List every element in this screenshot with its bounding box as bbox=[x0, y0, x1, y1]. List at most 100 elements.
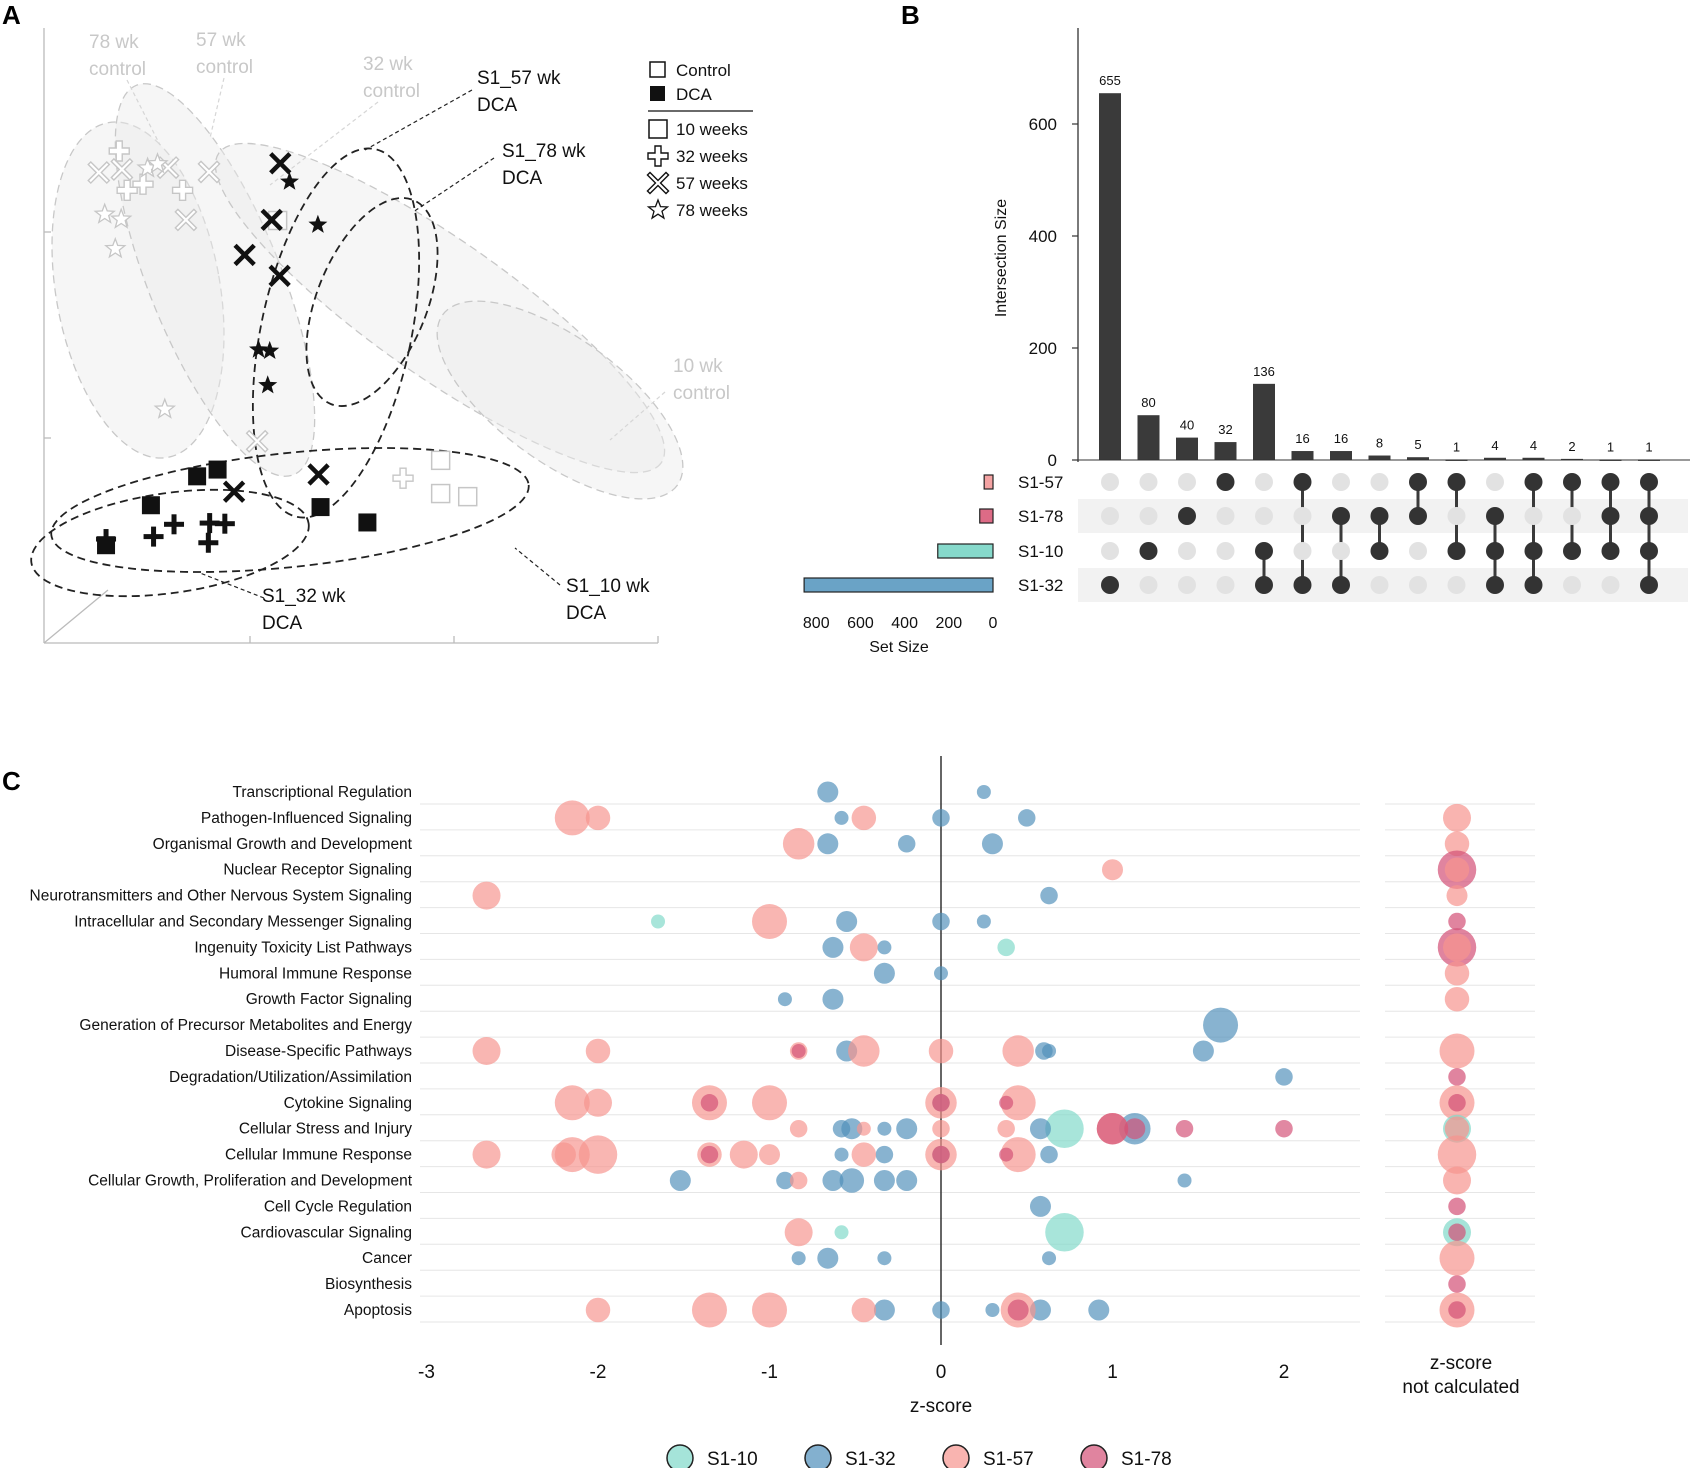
label-s1-10wk-dca-sub: DCA bbox=[566, 603, 606, 624]
pca-point-36 bbox=[199, 513, 220, 534]
bubble-S1-57 bbox=[856, 1121, 871, 1136]
intersection-bar bbox=[1522, 457, 1545, 460]
legend-78-weeks: 78 weeks bbox=[676, 201, 748, 220]
ellipse-s1-57wk-dca bbox=[251, 147, 421, 519]
pca-point-14 bbox=[93, 202, 116, 224]
matrix-dot-filled bbox=[1332, 576, 1350, 594]
label-s1-78wk-dca: S1_78 wk bbox=[502, 141, 586, 162]
pca-point-41 bbox=[188, 467, 207, 486]
category-label: Biosynthesis bbox=[325, 1276, 412, 1293]
matrix-dot-empty bbox=[1139, 473, 1158, 491]
matrix-dot-empty bbox=[1293, 507, 1312, 525]
set-size-bar-S1-32 bbox=[803, 577, 994, 593]
panel-letter-c: C bbox=[2, 766, 21, 796]
intersection-bar-label: 4 bbox=[1530, 438, 1537, 453]
bubble-S1-32 bbox=[777, 992, 792, 1007]
pca-point-10 bbox=[171, 179, 194, 202]
pca-point-29 bbox=[308, 214, 328, 233]
matrix-dot-filled bbox=[1139, 542, 1158, 560]
intersection-bar bbox=[1214, 442, 1237, 460]
bubble-S1-32 bbox=[981, 833, 1003, 855]
bubble-legend: S1-10 S1-32 S1-57 S1-78 bbox=[666, 1444, 1172, 1468]
bubble-S1-32 bbox=[1029, 1299, 1051, 1321]
pca-point-1 bbox=[87, 160, 111, 185]
category-label: Transcriptional Regulation bbox=[233, 784, 413, 801]
dca-ellipses bbox=[30, 147, 530, 598]
bubble-S1-10 bbox=[997, 938, 1015, 957]
pca-point-28 bbox=[280, 171, 299, 190]
bubble-S1-57 bbox=[691, 1292, 727, 1328]
pca-point-17 bbox=[153, 397, 177, 419]
bubble-grid bbox=[420, 803, 1535, 1323]
bubble-S1-78 bbox=[700, 1145, 719, 1164]
set-size-tick: 0 bbox=[989, 615, 998, 632]
matrix-dot-filled bbox=[1178, 507, 1196, 525]
bubble-S1-57 bbox=[789, 1119, 808, 1138]
label-32wk-control: 32 wk bbox=[363, 54, 413, 75]
bubble-S1-57 bbox=[997, 1119, 1015, 1138]
intersection-bar-label: 40 bbox=[1180, 418, 1194, 433]
side-bubble-S1-57 bbox=[1444, 961, 1470, 986]
pca-point-27 bbox=[307, 463, 330, 486]
bubble-S1-57 bbox=[1002, 1035, 1034, 1067]
upset-ytick: 0 bbox=[1048, 451, 1057, 470]
set-name-S1-10: S1-10 bbox=[1018, 542, 1063, 561]
matrix-dot-filled bbox=[1409, 507, 1427, 525]
pca-point-15 bbox=[109, 207, 133, 229]
panel-c: C Transcriptional Regulation Pathogen-Inf… bbox=[2, 756, 1535, 1468]
pca-point-42 bbox=[208, 460, 227, 479]
label-57wk-control: 57 wk bbox=[196, 30, 246, 51]
legend-label-S1-57: S1-57 bbox=[983, 1449, 1034, 1468]
legend-swatch-S1-78 bbox=[1080, 1444, 1108, 1468]
set-name-S1-57: S1-57 bbox=[1018, 473, 1063, 492]
category-label: Cellular Immune Response bbox=[225, 1147, 412, 1164]
legend-32-weeks: 32 weeks bbox=[676, 147, 748, 166]
bubble-S1-32 bbox=[873, 1299, 895, 1321]
side-bubble-S1-57 bbox=[1439, 1240, 1475, 1276]
bubble-xlabel: z-score bbox=[910, 1396, 972, 1417]
legend-control-label: Control bbox=[676, 61, 731, 80]
bubble-S1-32 bbox=[817, 833, 839, 855]
side-label-2: not calculated bbox=[1402, 1377, 1519, 1398]
category-label: Growth Factor Signaling bbox=[246, 991, 412, 1008]
side-label-1: z-score bbox=[1430, 1353, 1492, 1374]
bubble-S1-78 bbox=[1007, 1299, 1029, 1321]
legend-dca-label: DCA bbox=[676, 85, 713, 104]
pca-point-24 bbox=[233, 243, 256, 267]
side-bubble-S1-78 bbox=[1448, 1068, 1466, 1086]
category-label: Ingenuity Toxicity List Pathways bbox=[194, 939, 412, 956]
bubble-S1-57 bbox=[928, 1038, 954, 1064]
side-bubble-S1-78 bbox=[1448, 1094, 1466, 1112]
bubble-S1-32 bbox=[1192, 1040, 1214, 1062]
bubble-side-column bbox=[1437, 803, 1477, 1328]
bubble-S1-57 bbox=[784, 1218, 813, 1247]
bubble-S1-78 bbox=[932, 1094, 950, 1112]
bubble-S1-32 bbox=[985, 1303, 1000, 1317]
pca-point-22 bbox=[269, 152, 292, 175]
bubble-S1-32 bbox=[669, 1170, 691, 1191]
matrix-dot-empty bbox=[1563, 507, 1581, 525]
pca-point-20 bbox=[430, 483, 451, 504]
label-78wk-control-sub: control bbox=[89, 59, 146, 80]
pca-point-23 bbox=[260, 208, 283, 232]
matrix-dot-filled bbox=[1370, 507, 1389, 525]
bubble-S1-78 bbox=[1096, 1112, 1129, 1145]
matrix-dot-empty bbox=[1409, 576, 1427, 594]
legend-label-S1-32: S1-32 bbox=[845, 1449, 896, 1468]
category-label: Cell Cycle Regulation bbox=[264, 1198, 412, 1215]
set-name-S1-78: S1-78 bbox=[1018, 507, 1063, 526]
set-name-S1-32: S1-32 bbox=[1018, 576, 1063, 595]
bubble-S1-78 bbox=[791, 1044, 806, 1058]
control-ellipses bbox=[51, 83, 684, 500]
intersection-bar-label: 1 bbox=[1645, 439, 1652, 454]
matrix-dot-empty bbox=[1370, 576, 1389, 594]
panel-a-legend: Control DCA 10 weeks 32 weeks 57 weeks 7… bbox=[646, 61, 753, 220]
matrix-dot-empty bbox=[1178, 473, 1196, 491]
bubble-xtick: 2 bbox=[1279, 1362, 1290, 1383]
category-label: Humoral Immune Response bbox=[219, 965, 412, 982]
intersection-bar-label: 1 bbox=[1607, 439, 1614, 454]
set-size-tick: 800 bbox=[803, 615, 830, 632]
panel-a: A bbox=[2, 0, 753, 644]
bubble-S1-57 bbox=[578, 1135, 618, 1174]
pca-points bbox=[87, 140, 478, 555]
